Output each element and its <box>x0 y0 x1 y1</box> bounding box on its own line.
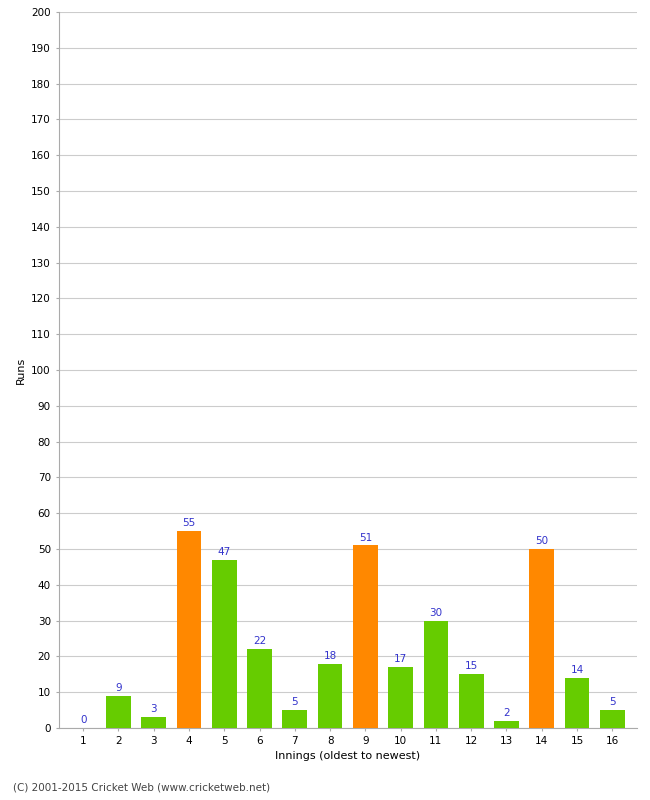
Text: 2: 2 <box>503 708 510 718</box>
Bar <box>494 721 519 728</box>
Text: 14: 14 <box>571 665 584 675</box>
Text: 30: 30 <box>430 608 443 618</box>
Bar <box>565 678 590 728</box>
Text: 0: 0 <box>80 715 86 725</box>
Bar <box>459 674 484 728</box>
Bar <box>283 710 307 728</box>
Text: 9: 9 <box>115 683 122 693</box>
Bar <box>353 546 378 728</box>
Text: 15: 15 <box>465 662 478 671</box>
Text: 55: 55 <box>183 518 196 528</box>
X-axis label: Innings (oldest to newest): Innings (oldest to newest) <box>275 751 421 761</box>
Bar <box>388 667 413 728</box>
Bar <box>142 718 166 728</box>
Text: 3: 3 <box>150 704 157 714</box>
Text: 5: 5 <box>292 698 298 707</box>
Text: 18: 18 <box>324 650 337 661</box>
Text: (C) 2001-2015 Cricket Web (www.cricketweb.net): (C) 2001-2015 Cricket Web (www.cricketwe… <box>13 782 270 792</box>
Text: 50: 50 <box>535 536 549 546</box>
Bar <box>318 663 343 728</box>
Y-axis label: Runs: Runs <box>16 356 25 384</box>
Text: 5: 5 <box>609 698 616 707</box>
Bar <box>424 621 448 728</box>
Bar <box>247 650 272 728</box>
Text: 47: 47 <box>218 547 231 557</box>
Bar <box>212 560 237 728</box>
Bar <box>177 531 202 728</box>
Bar <box>529 549 554 728</box>
Text: 17: 17 <box>394 654 408 664</box>
Text: 51: 51 <box>359 533 372 542</box>
Bar <box>106 696 131 728</box>
Bar <box>600 710 625 728</box>
Text: 22: 22 <box>253 636 266 646</box>
